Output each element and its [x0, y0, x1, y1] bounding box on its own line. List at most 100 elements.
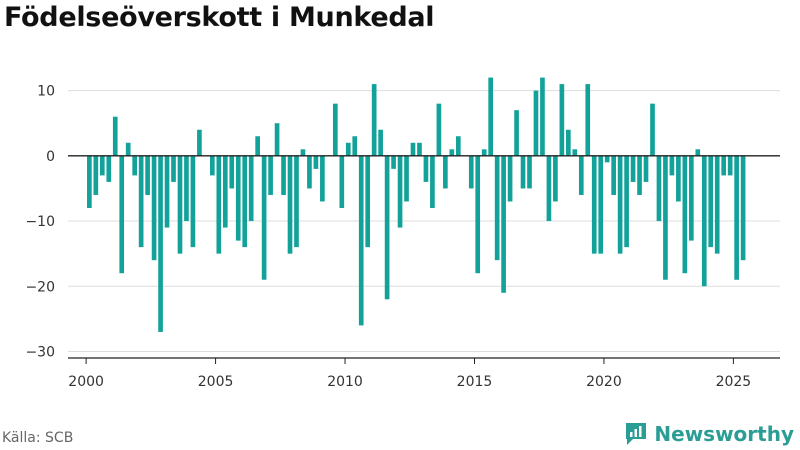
y-tick-label: −20: [25, 279, 55, 295]
grid-lines: [68, 90, 780, 352]
bar: [423, 155, 429, 182]
source-note: Källa: SCB: [2, 430, 74, 446]
bar: [475, 155, 481, 274]
bar: [553, 155, 558, 202]
bar: [119, 155, 125, 274]
bar: [190, 155, 196, 248]
bar: [604, 155, 610, 163]
x-tick: 2025: [716, 358, 752, 390]
bar: [566, 129, 571, 156]
bar: [345, 142, 351, 156]
bar: [598, 155, 604, 254]
bar: [591, 155, 597, 254]
x-tick: 2020: [586, 358, 622, 390]
y-tick-label: −10: [25, 214, 55, 230]
x-tick: 2010: [327, 358, 363, 390]
bar: [255, 136, 260, 156]
bar: [358, 155, 364, 326]
x-tick-label: 2015: [457, 374, 493, 390]
bar: [210, 155, 215, 176]
bar: [637, 155, 642, 195]
bar: [449, 149, 455, 156]
y-tick-label: 10: [37, 84, 55, 100]
bar: [384, 155, 390, 300]
bar: [682, 155, 688, 274]
bar: [99, 155, 105, 176]
bar: [235, 155, 241, 241]
bar: [507, 155, 513, 202]
y-tick: −30: [25, 344, 55, 360]
bars: [87, 77, 746, 332]
bar: [468, 155, 474, 189]
bar: [378, 129, 383, 156]
x-axis: 2000 2005 2010 2015 2020 2025: [68, 357, 780, 390]
bar: [436, 103, 442, 156]
x-tick-label: 2000: [68, 374, 104, 390]
bar: [701, 155, 707, 287]
bar: [158, 155, 163, 332]
bar: [527, 155, 532, 189]
bar: [559, 84, 565, 156]
bar: [404, 155, 409, 202]
bar: [365, 155, 371, 248]
bar: [540, 77, 545, 156]
bar: [676, 155, 681, 202]
bar: [430, 155, 435, 208]
bar: [151, 155, 157, 261]
brand-name: Newsworthy: [654, 422, 794, 446]
bar: [93, 155, 99, 195]
bar: [578, 155, 584, 195]
bar: [533, 90, 539, 156]
y-tick: 10: [37, 84, 55, 100]
bar: [455, 136, 461, 156]
y-tick-label: −30: [25, 344, 55, 360]
y-tick: −10: [25, 214, 55, 230]
bar: [229, 155, 235, 189]
bar: [184, 155, 189, 222]
bar: [197, 129, 202, 156]
bar: [171, 155, 176, 182]
bar: [242, 155, 248, 248]
bar: [145, 155, 150, 195]
x-tick-label: 2025: [716, 374, 752, 390]
bar: [514, 110, 519, 156]
bar: [112, 116, 118, 156]
bar: [106, 155, 112, 182]
bar: [371, 84, 377, 156]
bar: [261, 155, 267, 280]
bar: [332, 103, 338, 156]
bar: [313, 155, 319, 169]
bar: [714, 155, 720, 254]
bar: [520, 155, 526, 189]
bar: [650, 103, 655, 156]
bar: [352, 136, 358, 156]
bar: [274, 123, 280, 156]
x-tick-label: 2005: [198, 374, 234, 390]
bar: [734, 155, 739, 280]
bar: [281, 155, 286, 195]
bar: [132, 155, 137, 176]
bar: [727, 155, 733, 176]
bar: [643, 155, 649, 182]
bar: [320, 155, 325, 202]
x-tick-label: 2010: [327, 374, 363, 390]
bar: [417, 142, 422, 156]
bar: [585, 84, 591, 156]
brand-logo[interactable]: Newsworthy: [624, 419, 794, 449]
x-tick: 2005: [198, 358, 234, 390]
bar: [391, 155, 396, 169]
bar: [695, 149, 701, 156]
bar: [669, 155, 675, 176]
bar: [481, 149, 487, 156]
bar: [572, 149, 578, 156]
bar: [164, 155, 170, 228]
bar: [663, 155, 668, 280]
x-tick-label: 2020: [586, 374, 622, 390]
bar: [287, 155, 293, 254]
bar: [177, 155, 183, 254]
bar: [300, 149, 306, 156]
y-tick: 0: [46, 149, 55, 165]
bar: [494, 155, 500, 261]
bar: [721, 155, 727, 176]
